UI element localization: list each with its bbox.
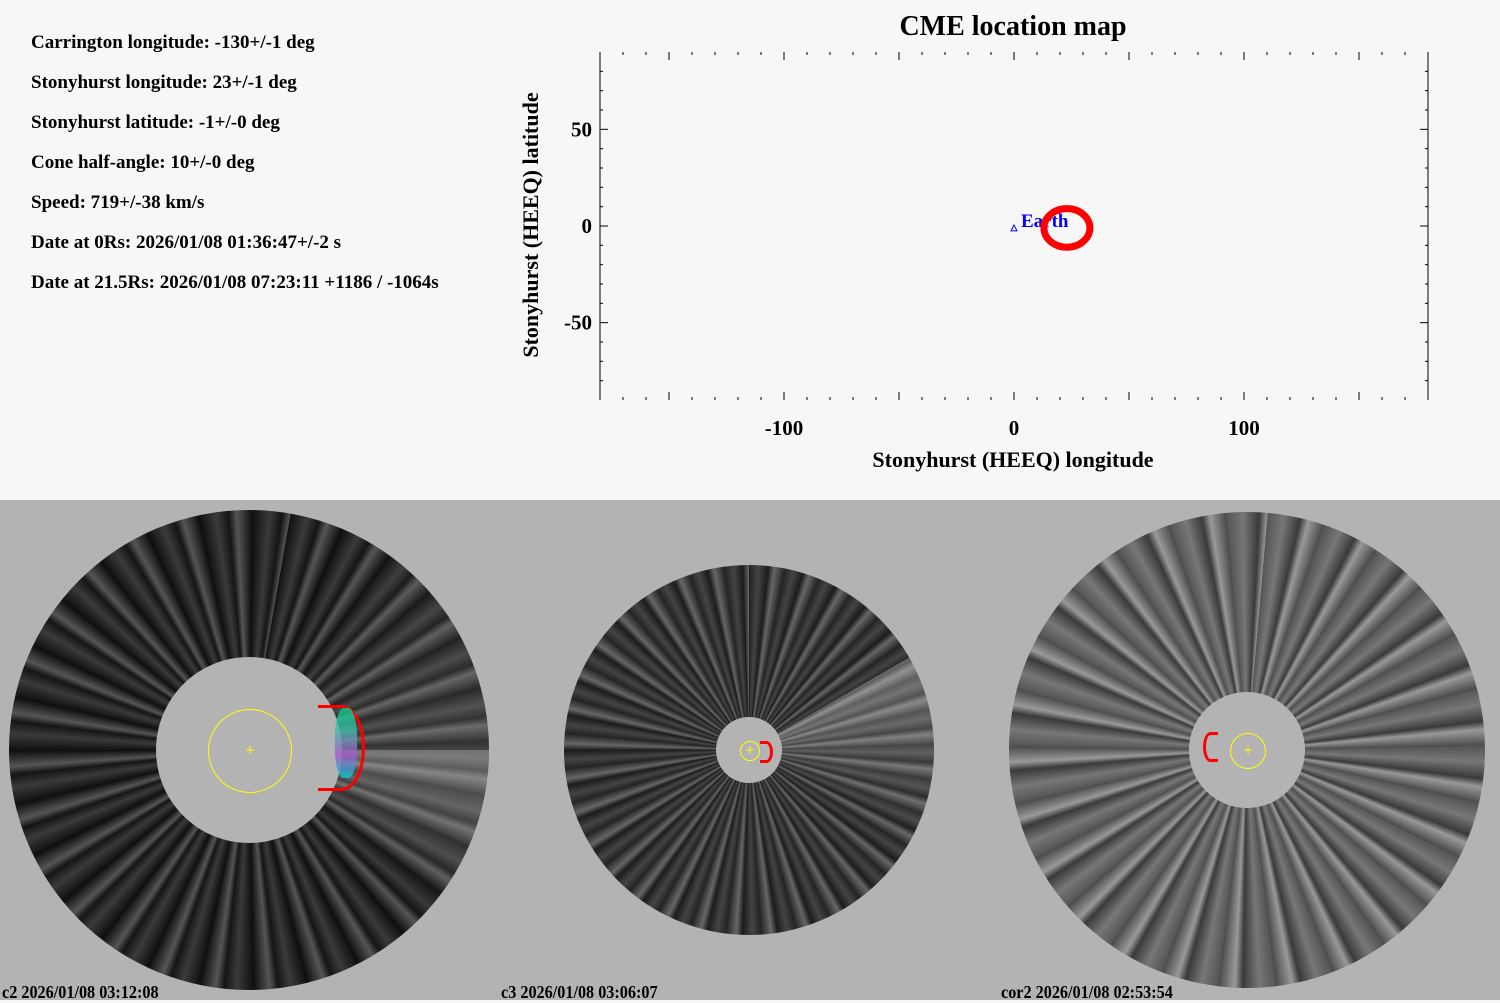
cme-front xyxy=(335,708,357,778)
date-at-0rs: Date at 0Rs: 2026/01/08 01:36:47+/-2 s xyxy=(31,232,342,253)
coronagraph-panel: + c2 2026/01/08 03:12:08 + c3 2026/01/08… xyxy=(0,500,1500,1002)
chart-title: CME location map xyxy=(899,11,1126,42)
c2-caption: c2 2026/01/08 03:12:08 xyxy=(2,982,159,1002)
x-axis-label: Stonyhurst (HEEQ) longitude xyxy=(872,447,1153,472)
cme-cone-outline xyxy=(1203,732,1218,762)
speed: Speed: 719+/-38 km/s xyxy=(31,192,205,213)
sun-center-icon: + xyxy=(1243,743,1254,757)
cme-parameters: Carrington longitude: -130+/-1 deg Stony… xyxy=(31,31,439,311)
date-at-21-5rs: Date at 21.5Rs: 2026/01/08 07:23:11 +118… xyxy=(31,272,439,293)
y-tick-label: 50 xyxy=(571,117,592,141)
cor2-caption: cor2 2026/01/08 02:53:54 xyxy=(1001,982,1173,1002)
y-tick-label: 0 xyxy=(582,214,593,238)
y-tick-label: -50 xyxy=(564,311,592,335)
sun-center-icon: + xyxy=(745,743,756,757)
sun-circle xyxy=(740,741,760,761)
carrington-longitude: Carrington longitude: -130+/-1 deg xyxy=(31,32,315,53)
stonyhurst-latitude: Stonyhurst latitude: -1+/-0 deg xyxy=(31,112,280,133)
earth-marker xyxy=(1010,223,1018,232)
x-tick-label: 0 xyxy=(1009,416,1020,440)
x-tick-label: -100 xyxy=(765,416,804,440)
cme-location-map: CME location map Stonyhurst (HEEQ) longi… xyxy=(518,11,1429,472)
cone-half-angle: Cone half-angle: 10+/-0 deg xyxy=(31,152,255,173)
cme-circle xyxy=(1040,205,1094,251)
sun-circle xyxy=(1230,733,1266,769)
cme-cone-outline xyxy=(760,741,773,763)
x-tick-label: 100 xyxy=(1228,416,1260,440)
cme-cone-outline xyxy=(318,705,365,791)
stonyhurst-longitude: Stonyhurst longitude: 23+/-1 deg xyxy=(31,72,297,93)
sun-circle xyxy=(208,709,292,793)
sun-center-icon: + xyxy=(245,743,256,757)
y-axis-label: Stonyhurst (HEEQ) latitude xyxy=(518,92,543,357)
c3-caption: c3 2026/01/08 03:06:07 xyxy=(501,982,658,1002)
